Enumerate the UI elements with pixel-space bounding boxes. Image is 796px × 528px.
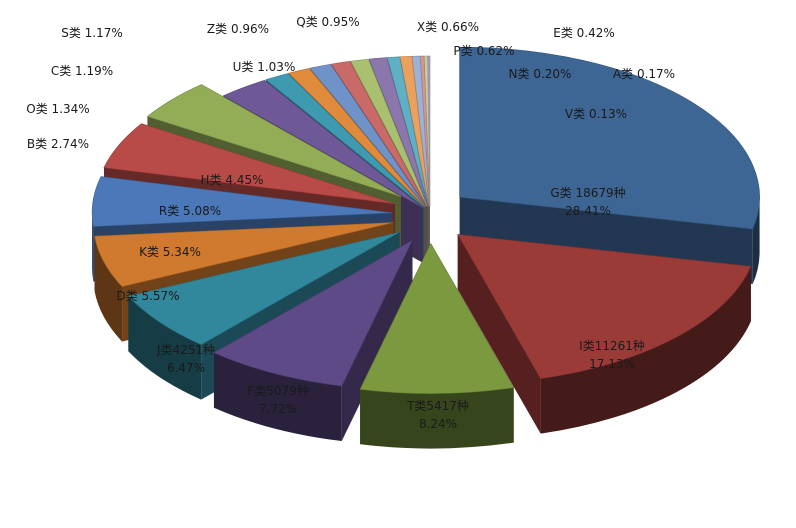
slice-u: [330, 61, 427, 207]
label-z: Z类 0.96%: [207, 22, 269, 36]
label-i: I类11261种 17.13%: [579, 339, 645, 371]
slice-i: [457, 234, 752, 379]
label-x: X类 0.66%: [417, 20, 479, 34]
label-t: T类5417种 8.24%: [406, 399, 469, 431]
label-u: U类 1.03%: [233, 60, 296, 74]
slice-p: [399, 55, 430, 207]
label-c: C类 1.19%: [51, 64, 113, 78]
slice-z: [350, 58, 428, 207]
label-n: N类 0.20%: [509, 67, 572, 81]
slice-3d-i: [457, 234, 752, 434]
slice-g: [459, 46, 760, 230]
label-h: H类 4.45%: [201, 173, 264, 187]
label-b: B类 2.74%: [27, 137, 89, 151]
slice-3d-f: [213, 239, 414, 442]
label-a: A类 0.17%: [613, 67, 675, 81]
slice-o: [265, 73, 425, 208]
slice-c: [288, 68, 426, 208]
label-v: V类 0.13%: [565, 107, 627, 121]
slice-3d-t: [359, 242, 515, 449]
slice-labels: G类 18679种 28.41% I类11261种 17.13% T类5417种 8.24…: [26, 15, 675, 431]
label-r: R类 5.08%: [159, 204, 221, 218]
label-k: K类 5.34%: [139, 245, 201, 259]
slice-k: [91, 176, 393, 227]
slice-s: [309, 64, 427, 207]
label-p: P类 0.62%: [453, 44, 514, 58]
label-d: D类 5.57%: [116, 289, 179, 303]
slice-r: [103, 123, 396, 205]
label-j: J类4251种 6.47%: [156, 343, 215, 375]
label-s: S类 1.17%: [61, 26, 123, 40]
label-q: Q类 0.95%: [296, 15, 359, 29]
slice-sides: [91, 46, 760, 449]
slice-d: [94, 222, 394, 287]
slice-q: [368, 57, 429, 207]
slice-x: [386, 56, 429, 207]
slice-t: [359, 242, 515, 394]
label-f: F类5079种 7.72%: [247, 384, 308, 416]
slice-j: [127, 231, 400, 345]
label-e: E类 0.42%: [553, 26, 615, 40]
label-g: G类 18679种 28.41%: [550, 186, 625, 218]
slice-h: [146, 84, 402, 197]
slice-b: [222, 80, 424, 209]
slice-f: [213, 239, 414, 387]
label-o: O类 1.34%: [26, 102, 89, 116]
slice-e: [411, 55, 430, 207]
